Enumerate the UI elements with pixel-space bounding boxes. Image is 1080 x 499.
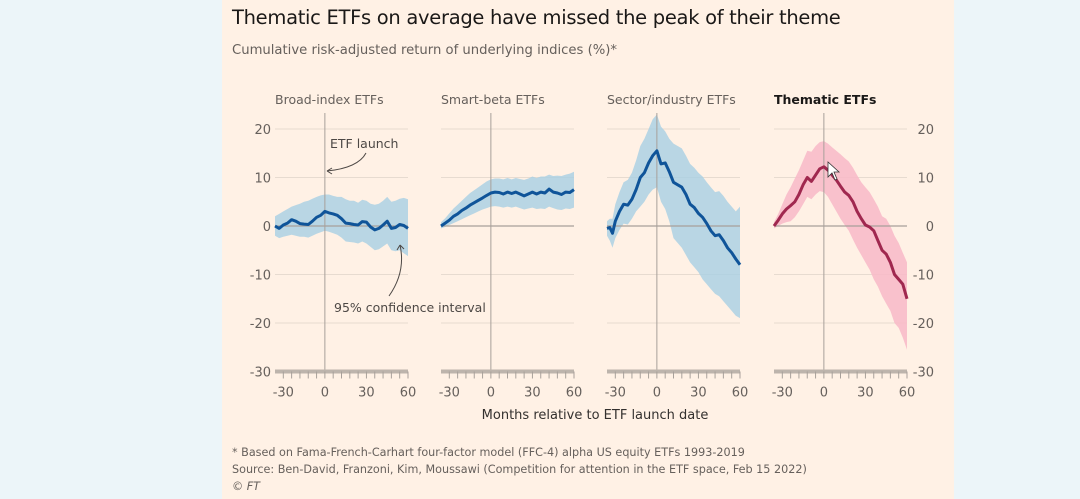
arrow-head-icon: [326, 167, 333, 175]
x-tick-label: 30: [524, 386, 541, 401]
series-line: [606, 149, 742, 266]
x-tick-label: 30: [358, 386, 375, 401]
panel-title: Sector/industry ETFs: [607, 92, 736, 107]
annotation-arrow: [326, 152, 367, 172]
y-tick-label-left: -20: [250, 317, 271, 332]
y-tick-label-left: -30: [250, 366, 271, 381]
x-tick-label: -30: [605, 386, 626, 401]
panel-title: Smart-beta ETFs: [441, 92, 545, 107]
series-line: [440, 187, 575, 228]
copyright-owner: FT: [246, 480, 261, 493]
confidence-band: [607, 114, 740, 319]
series-line: [772, 165, 909, 300]
copyright: © FT: [232, 480, 260, 493]
x-tick-label: 0: [820, 386, 828, 401]
annotation-arrow: [388, 244, 403, 297]
x-tick-label: -30: [439, 386, 460, 401]
y-tick-label-right: 10: [917, 172, 934, 187]
x-tick-label: 30: [857, 386, 874, 401]
y-tick-label-left: -10: [250, 269, 271, 284]
chart-panel: [222, 0, 954, 499]
arrow-head-icon: [396, 244, 405, 251]
annotation-confidence-interval: 95% confidence interval: [334, 300, 486, 315]
y-tick-label-right: -30: [913, 366, 934, 381]
panel-thematic-etfs: Thematic ETFs -30 0 30 60: [772, 92, 916, 401]
y-tick-label-right: 20: [917, 123, 934, 138]
x-tick-label: 30: [690, 386, 707, 401]
y-tick-label-right: -20: [913, 317, 934, 332]
x-tick-label: 60: [566, 386, 583, 401]
x-axis-label: Months relative to ETF launch date: [481, 408, 709, 423]
y-tick-label-left: 0: [263, 220, 271, 235]
x-tick-label: 60: [732, 386, 749, 401]
annotation-etf-launch: ETF launch: [330, 136, 398, 151]
x-tick-label: -30: [772, 386, 793, 401]
source-note: Source: Ben-David, Franzoni, Kim, Moussa…: [232, 463, 807, 476]
y-tick-label-right: 0: [926, 220, 934, 235]
copyright-symbol: ©: [232, 480, 244, 493]
footnote: * Based on Fama-French-Carhart four-fact…: [232, 446, 745, 459]
panel-broad-index-etfs: Broad-index ETFs -30 0 30 60: [273, 92, 417, 401]
panel-smart-beta-etfs: Smart-beta ETFs -30 0 30 60: [439, 92, 583, 401]
x-tick-label: 0: [653, 386, 661, 401]
panel-title: Broad-index ETFs: [275, 92, 384, 107]
y-tick-label-right: -10: [913, 269, 934, 284]
x-tick-label: -30: [273, 386, 294, 401]
panel-sector-industry-etfs: Sector/industry ETFs -30 0 30 60: [605, 92, 749, 401]
x-tick-label: 60: [899, 386, 916, 401]
confidence-band: [774, 141, 907, 350]
y-tick-label-left: 20: [254, 123, 271, 138]
x-tick-label: 0: [487, 386, 495, 401]
confidence-band: [275, 194, 408, 257]
confidence-band: [441, 171, 574, 229]
x-tick-label: 60: [400, 386, 417, 401]
mouse-cursor-icon: [827, 161, 841, 181]
panel-title: Thematic ETFs: [774, 92, 876, 107]
chart-subtitle: Cumulative risk-adjusted return of under…: [232, 43, 617, 58]
series-line: [274, 209, 409, 232]
x-tick-label: 0: [321, 386, 329, 401]
chart-title: Thematic ETFs on average have missed the…: [232, 6, 841, 29]
y-tick-label-left: 10: [254, 172, 271, 187]
